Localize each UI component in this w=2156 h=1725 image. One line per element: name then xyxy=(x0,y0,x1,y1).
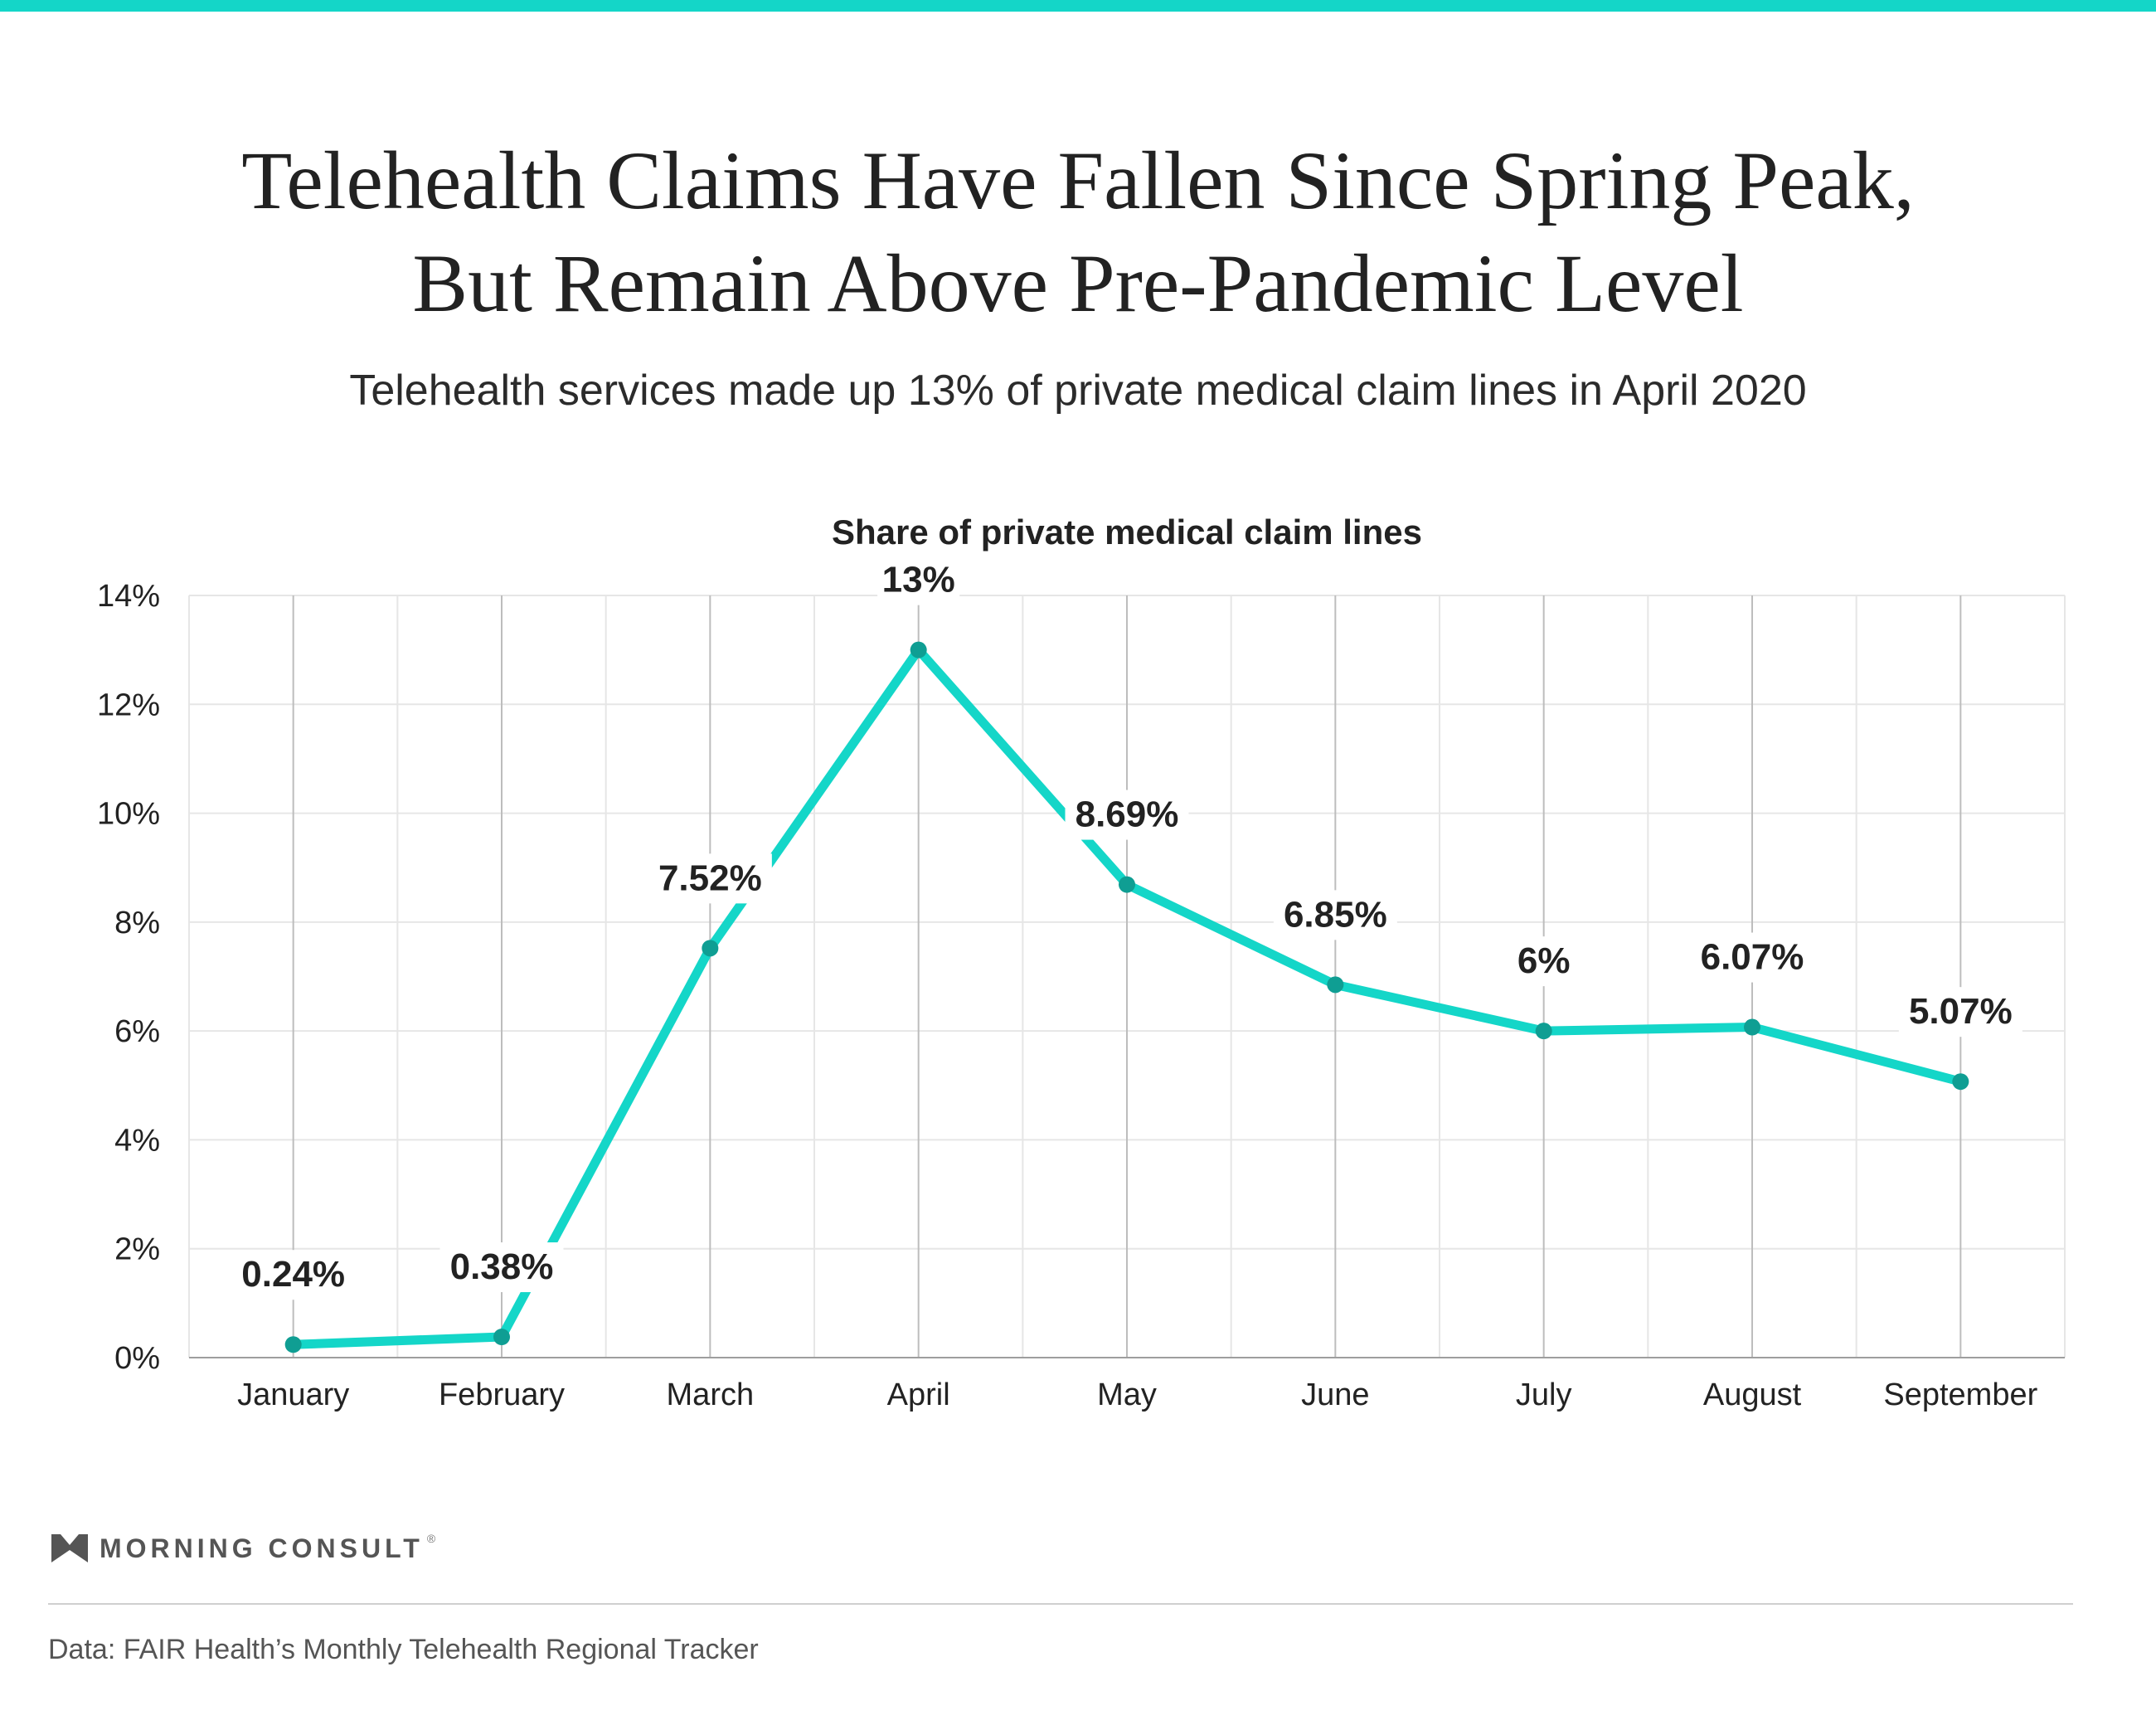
brand-logo: MORNING CONSULT ® xyxy=(51,1530,435,1567)
y-tick-label: 2% xyxy=(114,1232,160,1267)
data-label-bg xyxy=(1273,890,1397,940)
data-label: 6.85% xyxy=(1284,894,1387,935)
y-tick-label: 10% xyxy=(97,797,160,832)
data-point xyxy=(284,1336,302,1353)
x-tick-label: March xyxy=(667,1378,755,1412)
footer-divider xyxy=(48,1603,2073,1605)
data-label: 7.52% xyxy=(658,858,762,898)
x-tick-label: July xyxy=(1516,1378,1572,1412)
data-label: 6.07% xyxy=(1701,937,1804,978)
data-label: 0.38% xyxy=(450,1246,554,1287)
x-tick-label: September xyxy=(1883,1378,2037,1412)
data-point xyxy=(1119,876,1135,893)
data-label-bg xyxy=(231,1250,356,1300)
x-tick-label: August xyxy=(1703,1378,1802,1412)
title-line-1: Telehealth Claims Have Fallen Since Spri… xyxy=(241,134,1915,226)
data-label: 13% xyxy=(882,560,955,600)
morning-consult-m-icon xyxy=(51,1534,88,1562)
source-note: Data: FAIR Health’s Monthly Telehealth R… xyxy=(48,1634,759,1665)
data-point xyxy=(1327,976,1344,994)
x-tick-label: June xyxy=(1301,1378,1369,1412)
x-tick-label: April xyxy=(887,1378,950,1412)
y-tick-label: 4% xyxy=(114,1123,160,1158)
title-line-2: But Remain Above Pre-Pandemic Level xyxy=(412,237,1744,329)
y-tick-label: 6% xyxy=(114,1014,160,1049)
data-label-bg xyxy=(439,1242,564,1293)
y-tick-label: 12% xyxy=(97,688,160,722)
registered-mark: ® xyxy=(426,1532,436,1545)
data-label: 8.69% xyxy=(1076,794,1179,835)
data-label: 0.24% xyxy=(241,1254,345,1295)
data-label-bg xyxy=(1065,790,1189,840)
data-label-bg xyxy=(1898,987,2022,1037)
top-accent-bar xyxy=(0,0,2156,12)
data-point xyxy=(1744,1018,1760,1036)
y-tick-label: 0% xyxy=(114,1341,160,1376)
data-point xyxy=(493,1329,510,1346)
y-tick-label: 14% xyxy=(97,579,160,614)
y-tick-label: 8% xyxy=(114,906,160,940)
data-point xyxy=(1952,1073,1969,1091)
data-label-bg xyxy=(877,555,960,605)
data-label: 6% xyxy=(1517,940,1571,981)
chart-title: Share of private medical claim lines xyxy=(832,513,1422,552)
x-tick-label: January xyxy=(237,1378,349,1412)
x-tick-label: February xyxy=(439,1378,565,1412)
data-label: 5.07% xyxy=(1909,991,2013,1032)
data-point xyxy=(702,940,719,957)
subtitle: Telehealth services made up 13% of priva… xyxy=(349,367,1807,415)
data-label-bg xyxy=(648,853,772,904)
line-chart: Share of private medical claim lines 0% 2%… xyxy=(97,513,2066,1412)
data-label-bg xyxy=(1690,932,1814,983)
data-point xyxy=(1535,1023,1552,1040)
data-label-bg xyxy=(1513,936,1575,987)
brand-name: MORNING CONSULT xyxy=(100,1533,424,1563)
data-point xyxy=(910,641,927,658)
x-tick-label: May xyxy=(1097,1378,1157,1412)
